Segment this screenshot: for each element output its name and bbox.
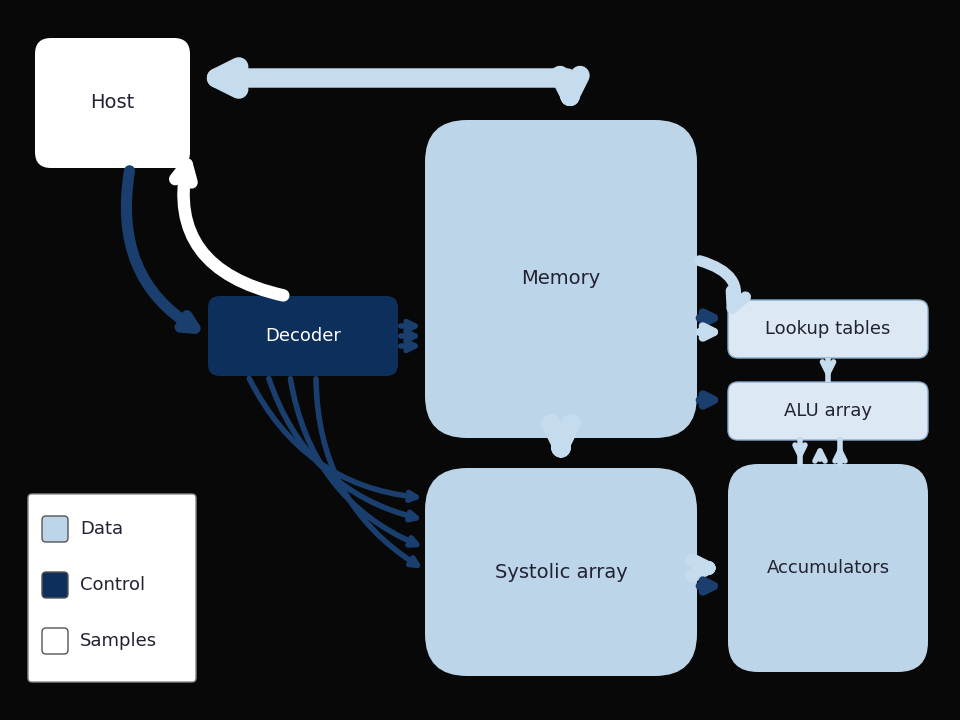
FancyBboxPatch shape (42, 628, 68, 654)
Text: Systolic array: Systolic array (494, 562, 628, 582)
FancyBboxPatch shape (208, 296, 398, 376)
FancyBboxPatch shape (42, 516, 68, 542)
FancyBboxPatch shape (28, 494, 196, 682)
Text: Host: Host (90, 94, 134, 112)
FancyBboxPatch shape (425, 120, 697, 438)
FancyBboxPatch shape (425, 468, 697, 676)
Text: Memory: Memory (521, 269, 601, 289)
Text: Data: Data (80, 520, 123, 538)
FancyBboxPatch shape (35, 38, 190, 168)
FancyBboxPatch shape (728, 464, 928, 672)
Text: Control: Control (80, 576, 145, 594)
Text: Accumulators: Accumulators (766, 559, 890, 577)
FancyBboxPatch shape (728, 382, 928, 440)
Text: Decoder: Decoder (265, 327, 341, 345)
FancyBboxPatch shape (728, 300, 928, 358)
Text: Samples: Samples (80, 632, 157, 650)
FancyBboxPatch shape (42, 572, 68, 598)
Text: Lookup tables: Lookup tables (765, 320, 891, 338)
Text: ALU array: ALU array (784, 402, 872, 420)
